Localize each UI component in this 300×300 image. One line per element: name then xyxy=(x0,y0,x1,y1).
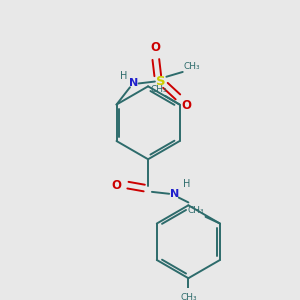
Text: O: O xyxy=(182,99,191,112)
Text: CH₃: CH₃ xyxy=(188,206,204,214)
Text: O: O xyxy=(151,40,161,53)
Text: CH₃: CH₃ xyxy=(184,62,201,71)
Text: N: N xyxy=(129,79,138,88)
Text: H: H xyxy=(121,71,128,81)
Text: CH₃: CH₃ xyxy=(180,293,197,300)
Text: H: H xyxy=(183,179,190,189)
Text: CH₃: CH₃ xyxy=(150,85,167,94)
Text: N: N xyxy=(170,189,180,199)
Text: O: O xyxy=(111,179,122,192)
Text: S: S xyxy=(156,75,166,88)
